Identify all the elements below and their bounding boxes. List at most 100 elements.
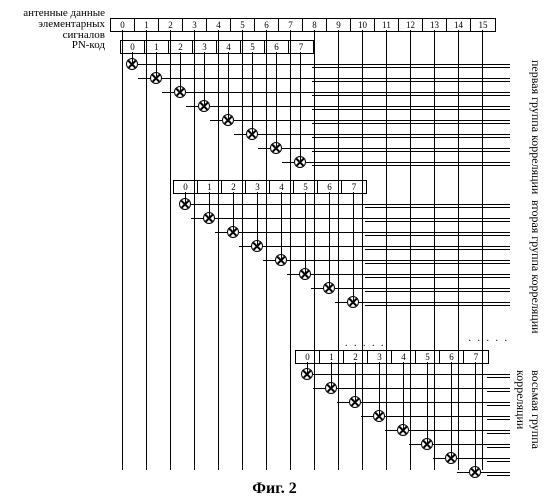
hline (365, 249, 510, 250)
vline (218, 30, 219, 470)
hline (287, 274, 299, 275)
cell: 0 (121, 41, 145, 53)
vline (194, 30, 195, 470)
cell: 6 (255, 19, 279, 31)
hline (365, 277, 510, 278)
hline (457, 458, 510, 459)
hline (258, 148, 270, 149)
hline (313, 374, 510, 375)
cell: 1 (135, 19, 159, 31)
hline (365, 291, 510, 292)
hline (337, 388, 510, 389)
cell: 10 (351, 19, 375, 31)
vline (281, 192, 282, 260)
ellipsis-1: . . . . . (469, 333, 510, 344)
vline (434, 30, 435, 470)
cell: 7 (289, 41, 313, 53)
cell: 4 (217, 41, 241, 53)
multiplier-icon (251, 240, 263, 252)
vline (353, 192, 354, 302)
group1-label: первая группа корреляции (528, 60, 543, 194)
hline (263, 260, 275, 261)
hline (359, 302, 510, 303)
hline (191, 204, 510, 205)
hline (287, 260, 510, 261)
multiplier-icon (397, 424, 409, 436)
multiplier-icon (347, 296, 359, 308)
hline (210, 106, 510, 107)
multiplier-icon (275, 254, 287, 266)
hline (409, 430, 510, 431)
vline (204, 52, 205, 106)
cell: 13 (423, 19, 447, 31)
multiplier-icon (198, 100, 210, 112)
cell: 7 (279, 19, 303, 31)
cell: 2 (159, 19, 183, 31)
multiplier-icon (373, 410, 385, 422)
hline (487, 405, 510, 406)
cell: 1 (145, 41, 169, 53)
hline (481, 472, 510, 473)
vline (122, 30, 123, 470)
multiplier-icon (445, 452, 457, 464)
cell: 2 (344, 351, 368, 363)
hline (186, 106, 198, 107)
vline (427, 362, 428, 444)
hline (361, 402, 510, 403)
multiplier-icon (270, 142, 282, 154)
vline (386, 30, 387, 470)
hline (361, 416, 373, 417)
hline (365, 305, 510, 306)
hline (191, 218, 203, 219)
vline (314, 30, 315, 470)
hline (487, 391, 510, 392)
antenna-label: антенные данные элементарных сигналов (5, 8, 105, 41)
group2-label: вторая группа корреляции (528, 200, 543, 334)
vline (458, 30, 459, 470)
cell: 0 (111, 19, 135, 31)
hline (433, 458, 445, 459)
hline (312, 95, 510, 96)
hline (335, 302, 347, 303)
hline (210, 120, 222, 121)
cell: 15 (471, 19, 495, 31)
figure-caption: Фиг. 2 (0, 480, 549, 498)
hline (282, 148, 510, 149)
vline (475, 362, 476, 472)
hline (385, 430, 397, 431)
hline (487, 475, 510, 476)
hline (365, 235, 510, 236)
hline (365, 207, 510, 208)
multiplier-icon (421, 438, 433, 450)
hline (433, 444, 510, 445)
cell: 6 (265, 41, 289, 53)
cell: 5 (231, 19, 255, 31)
vline (300, 52, 301, 162)
pn-label: PN-код (55, 40, 105, 51)
cell: 2 (169, 41, 193, 53)
hline (313, 388, 325, 389)
cell: 14 (447, 19, 471, 31)
vline (362, 30, 363, 470)
vline (146, 30, 147, 470)
vline (338, 30, 339, 470)
hline (186, 92, 510, 93)
vline (329, 192, 330, 288)
multiplier-icon (246, 128, 258, 140)
vline (242, 30, 243, 470)
cell: 8 (303, 19, 327, 31)
vline (290, 30, 291, 470)
vline (451, 362, 452, 458)
hline (138, 64, 510, 65)
multiplier-icon (294, 156, 306, 168)
multiplier-icon (150, 72, 162, 84)
hline (487, 419, 510, 420)
cell: 0 (296, 351, 320, 363)
cell: 3 (193, 41, 217, 53)
correlation-diagram: антенные данные элементарных сигналов PN… (0, 0, 549, 500)
hline (312, 165, 510, 166)
hline (162, 92, 174, 93)
multiplier-icon (325, 382, 337, 394)
cell: 12 (399, 19, 423, 31)
hline (306, 162, 510, 163)
